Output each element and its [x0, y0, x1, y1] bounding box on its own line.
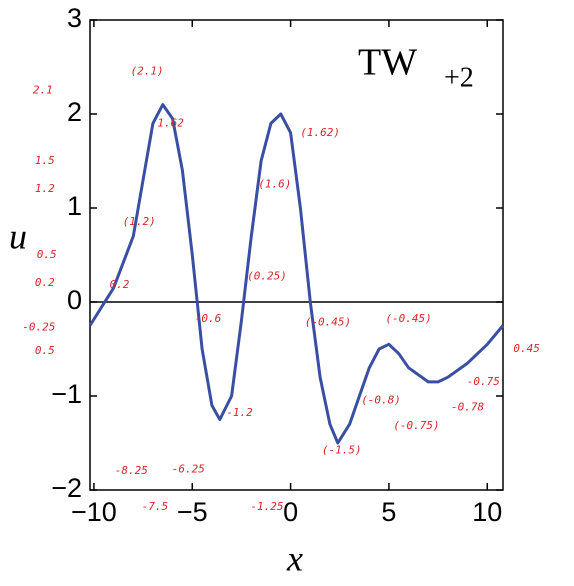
x-axis-label: x [286, 538, 303, 578]
x-tick-label: −5 [177, 497, 208, 527]
annotation: 0.45 [513, 342, 540, 355]
annotation: -0.78 [451, 400, 484, 413]
x-tick-label: 0 [283, 497, 298, 527]
annotation: (-0.75) [393, 419, 439, 432]
annotation: (-0.45) [385, 312, 431, 325]
annotation: -1.2 [226, 406, 253, 419]
annotation: 1.2 [35, 182, 55, 195]
y-axis-label: u [9, 216, 27, 256]
annotation: 0.5 [35, 344, 55, 357]
y-tick-label: 0 [67, 285, 82, 315]
data-line [88, 103, 505, 445]
annotation: -0.6 [195, 312, 222, 325]
y-tick-label: 2 [67, 97, 82, 127]
curve-label: TW [358, 42, 417, 84]
y-tick-label: 3 [67, 3, 82, 33]
annotation: 1.62 [157, 116, 184, 129]
y-tick-label: −1 [51, 379, 82, 409]
annotation: (1.62) [300, 126, 340, 139]
annotation: 2.1 [33, 84, 53, 97]
annotation: (1.2) [123, 215, 156, 228]
annotation: 0.2 [110, 278, 130, 291]
plot-frame [89, 19, 504, 491]
annotation: -1.25 [250, 500, 283, 513]
y-tick-label: −2 [51, 473, 82, 503]
x-tick-label: 5 [381, 497, 396, 527]
annotation: (-1.5) [322, 444, 362, 457]
annotation: (0.25) [247, 270, 287, 283]
x-tick-label: 10 [472, 497, 502, 527]
annotation: -0.25 [22, 320, 55, 333]
annotation: 0.2 [35, 276, 55, 289]
annotation: (1.6) [258, 178, 291, 191]
annotation: -7.5 [142, 500, 169, 513]
annotation: -0.75 [467, 375, 500, 388]
annotation: -8.25 [115, 464, 148, 477]
x-tick-label: −10 [71, 497, 117, 527]
annotation: (-0.8) [361, 394, 401, 407]
annotation: 0.5 [37, 248, 57, 261]
annotation: -6.25 [172, 462, 205, 475]
annotation: 1.5 [35, 154, 55, 167]
y-tick-label: 1 [67, 191, 82, 221]
curve-label-subscript: +2 [444, 62, 474, 93]
annotation: (-0.45) [305, 316, 351, 329]
annotation: (2.1) [130, 65, 163, 78]
